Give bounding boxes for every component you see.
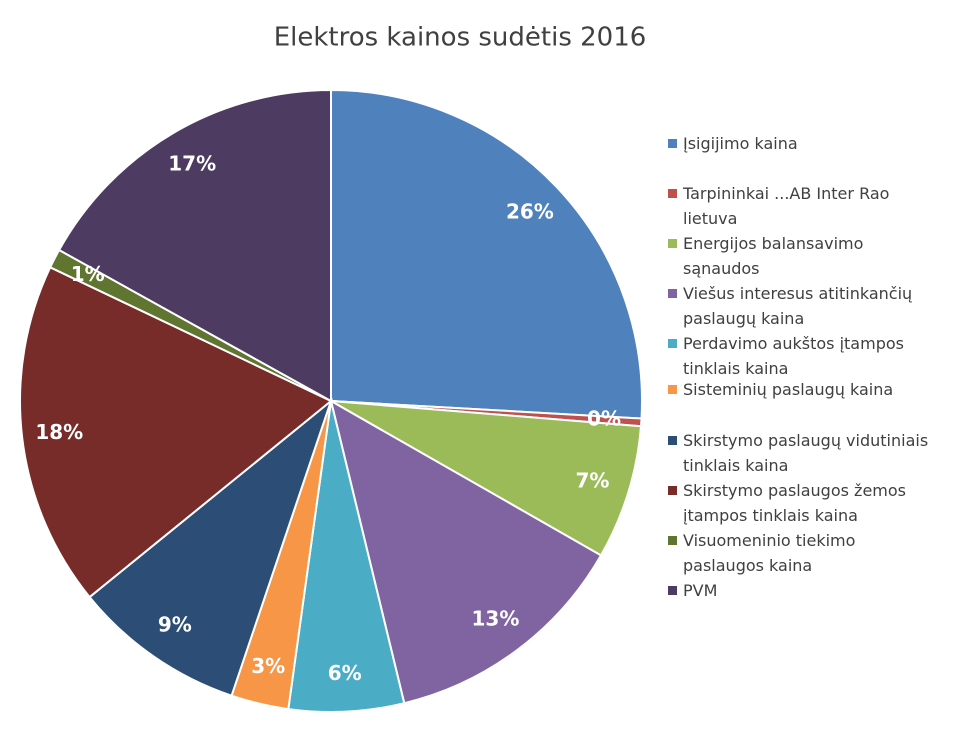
legend-entry: Energijos balansavimo sąnaudos [668,231,938,281]
legend-swatch [668,536,677,545]
legend-entry: Viešus interesus atitinkančių paslaugų k… [668,281,938,331]
pie-slice [88,398,334,697]
slice-label: 0% [587,406,621,430]
slice-label: 9% [158,612,192,636]
legend-entry: Įsigijimo kaina [668,131,938,156]
legend-swatch [668,339,677,348]
slice-label: 7% [575,468,609,492]
legend-entry: Tarpininkai ...AB Inter Rao lietuva [668,181,938,231]
legend-label: PVM [683,581,718,600]
legend-entry: Skirstymo paslaugos žemos įtampos tinkla… [668,478,938,528]
legend-label: Perdavimo aukštos įtampos tinklais kaina [683,334,904,378]
legend-swatch [668,385,677,394]
pie-slice [330,88,643,420]
legend-label: Energijos balansavimo sąnaudos [683,234,864,278]
legend-swatch [668,486,677,495]
pie-slice [57,88,332,403]
legend-swatch [668,189,677,198]
slice-label: 1% [71,262,105,286]
pie-slice [329,398,603,705]
pie-slice [19,265,333,599]
legend-swatch [668,139,677,148]
slice-label: 6% [328,661,362,685]
legend-swatch [668,586,677,595]
legend-entry: Skirstymo paslaugų vidutiniais tinklais … [668,428,938,478]
legend-label: Tarpininkai ...AB Inter Rao lietuva [683,184,890,228]
slice-label: 3% [251,654,285,678]
pie-slice [330,400,643,557]
legend-label: Skirstymo paslaugų vidutiniais tinklais … [683,431,929,475]
legend-label: Sisteminių paslaugų kaina [683,380,894,399]
legend-swatch [668,289,677,298]
slice-label: 26% [506,200,554,224]
legend-swatch [668,436,677,445]
legend-entry: PVM [668,578,938,603]
legend-swatch [668,239,677,248]
legend-label: Visuomeninio tiekimo paslaugos kaina [683,531,856,575]
slice-label: 17% [168,152,216,176]
legend-entry: Sisteminių paslaugų kaina [668,377,938,402]
slice-label: 18% [35,420,83,444]
legend-label: Skirstymo paslaugos žemos įtampos tinkla… [683,481,906,525]
slice-label: 13% [472,606,520,630]
chart-title: Elektros kainos sudėtis 2016 [274,23,647,53]
legend-label: Įsigijimo kaina [683,134,798,153]
legend-entry: Visuomeninio tiekimo paslaugos kaina [668,528,938,578]
legend-label: Viešus interesus atitinkančių paslaugų k… [683,284,913,328]
legend-entry: Perdavimo aukštos įtampos tinklais kaina [668,331,938,381]
